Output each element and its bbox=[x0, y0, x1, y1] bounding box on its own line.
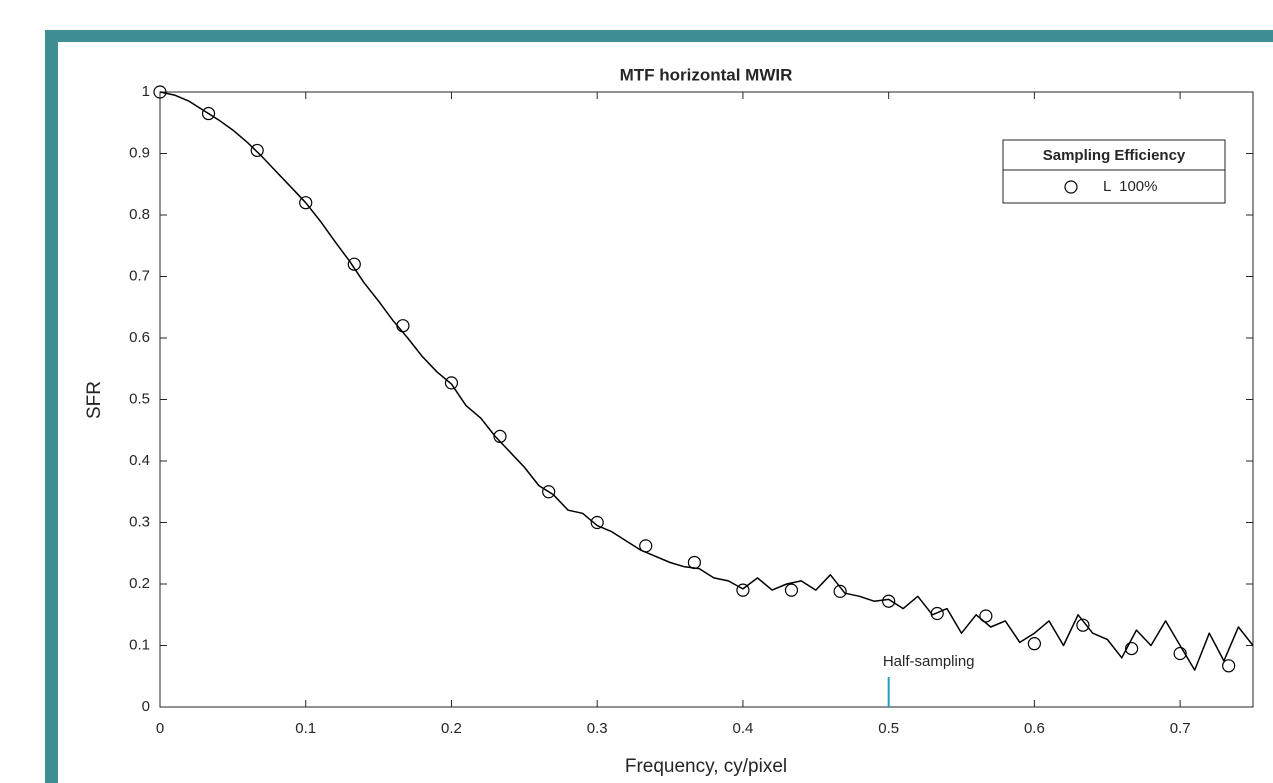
annotation-label: Half-sampling bbox=[883, 653, 975, 670]
y-tick-label: 0.7 bbox=[129, 267, 150, 284]
y-tick-label: 0.6 bbox=[129, 329, 150, 346]
marker bbox=[833, 584, 847, 598]
marker bbox=[1173, 646, 1187, 661]
chart-title: MTF horizontal MWIR bbox=[620, 65, 793, 84]
marker bbox=[1222, 659, 1236, 673]
x-tick-label: 0.6 bbox=[1024, 720, 1045, 737]
legend-label: L 100% bbox=[1103, 178, 1158, 195]
frame-top bbox=[45, 30, 1273, 42]
legend-title: Sampling Efficiency bbox=[1043, 147, 1186, 164]
y-tick-label: 0.4 bbox=[129, 452, 150, 469]
x-tick-label: 0.5 bbox=[878, 720, 899, 737]
marker bbox=[347, 257, 361, 271]
marker bbox=[736, 583, 750, 597]
marker bbox=[153, 85, 167, 99]
marker bbox=[250, 143, 264, 158]
legend-box bbox=[1002, 139, 1226, 204]
marker bbox=[590, 515, 604, 530]
x-tick-label: 0.7 bbox=[1170, 720, 1191, 737]
marker bbox=[542, 485, 556, 499]
marker bbox=[1076, 618, 1090, 632]
marker bbox=[1027, 637, 1042, 651]
y-tick-label: 0.5 bbox=[129, 390, 150, 407]
y-tick-label: 0 bbox=[142, 698, 150, 715]
y-tick-label: 1 bbox=[142, 83, 150, 100]
y-tick-label: 0.9 bbox=[129, 144, 150, 161]
x-tick-label: 0.2 bbox=[441, 720, 462, 737]
line bbox=[159, 91, 1254, 671]
y-tick-label: 0.2 bbox=[129, 575, 150, 592]
marker bbox=[201, 106, 216, 121]
frame-left bbox=[45, 30, 58, 783]
marker bbox=[299, 196, 313, 210]
marker bbox=[979, 609, 993, 623]
y-tick-label: 0.3 bbox=[129, 513, 150, 530]
x-tick-label: 0.1 bbox=[295, 720, 316, 737]
y-axis-label: SFR bbox=[84, 381, 105, 419]
marker bbox=[784, 583, 799, 597]
marker bbox=[1125, 641, 1139, 656]
x-axis-label: Frequency, cy/pixel bbox=[625, 756, 787, 777]
legend-marker bbox=[1064, 180, 1078, 194]
x-tick-label: 0 bbox=[156, 720, 164, 737]
x-tick-label: 0.4 bbox=[733, 720, 754, 737]
x-tick-label: 0.3 bbox=[587, 720, 608, 737]
y-tick-label: 0.8 bbox=[129, 206, 150, 223]
marker bbox=[444, 376, 459, 390]
marker bbox=[882, 594, 896, 608]
y-tick-label: 0.1 bbox=[129, 636, 150, 653]
